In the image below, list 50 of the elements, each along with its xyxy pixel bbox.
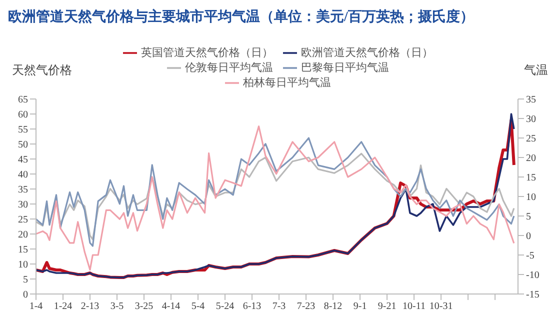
y-tick-label: 55 xyxy=(18,124,28,136)
line-series xyxy=(36,137,515,247)
y-tick-label: 50 xyxy=(18,140,28,151)
y-tick-label: 40 xyxy=(18,170,28,181)
x-tick-label: 1-4 xyxy=(29,301,43,312)
y-tick-label: 65 xyxy=(18,94,28,106)
chart-title: 欧洲管道天然气价格与主要城市平均气温（单位：美元/百万英热；摄氏度） xyxy=(8,8,475,27)
y-tick-label: 10 xyxy=(18,260,28,271)
y2-tick-label: 5 xyxy=(526,212,531,223)
legend-label: 柏林每日平均气温 xyxy=(243,77,331,89)
y-tick-label: 0 xyxy=(23,290,28,301)
x-tick-label: 4-14 xyxy=(162,301,180,312)
legend-label: 欧洲管道天然气价格（日） xyxy=(301,47,433,59)
x-tick-label: 8-12 xyxy=(324,301,342,312)
legend-label: 巴黎每日平均气温 xyxy=(301,62,389,74)
y-tick-label: 5 xyxy=(23,274,28,286)
x-tick-label: 10-31 xyxy=(429,301,453,312)
y2-tick-label: 30 xyxy=(526,114,536,126)
legend-label: 英国管道天然气价格（日） xyxy=(141,47,273,59)
x-tick-label: 3-25 xyxy=(134,301,154,312)
x-tick-label: 1-24 xyxy=(54,301,72,312)
y-tick-label: 45 xyxy=(18,154,28,166)
y2-tick-label: 15 xyxy=(526,172,536,184)
x-tick-label: 5-4 xyxy=(191,301,205,312)
x-tick-label: 10-11 xyxy=(402,301,426,312)
y2-axis-title: 气温 xyxy=(524,62,548,79)
y-axis-title: 天然气价格 xyxy=(12,62,72,79)
y2-tick-label: -15 xyxy=(526,290,540,301)
x-tick-label: 5-24 xyxy=(216,301,234,312)
y2-tick-label: -10 xyxy=(526,270,540,282)
x-tick-label: 9-1 xyxy=(353,301,367,312)
y2-tick-label: 25 xyxy=(526,134,536,145)
x-tick-label: 3-5 xyxy=(110,301,124,312)
y2-tick-label: 10 xyxy=(526,192,536,204)
x-tick-label: 7-23 xyxy=(296,301,316,312)
x-tick-label: 7-3 xyxy=(272,301,286,312)
legend-label: 伦敦每日平均气温 xyxy=(185,62,273,74)
x-tick-label: 2-13 xyxy=(80,301,100,312)
y-tick-label: 20 xyxy=(18,230,28,241)
y-tick-label: 60 xyxy=(18,110,28,121)
y-tick-label: 25 xyxy=(18,214,28,226)
y2-tick-label: -5 xyxy=(526,250,534,262)
y-tick-label: 35 xyxy=(18,184,28,196)
y-tick-label: 30 xyxy=(18,200,28,211)
x-tick-label: 6-13 xyxy=(242,301,262,312)
y2-tick-label: 35 xyxy=(526,94,536,106)
y-tick-label: 15 xyxy=(18,244,28,256)
y2-tick-label: 20 xyxy=(526,153,536,164)
y2-tick-label: 0 xyxy=(526,231,531,242)
x-tick-label: 9-21 xyxy=(378,301,396,312)
